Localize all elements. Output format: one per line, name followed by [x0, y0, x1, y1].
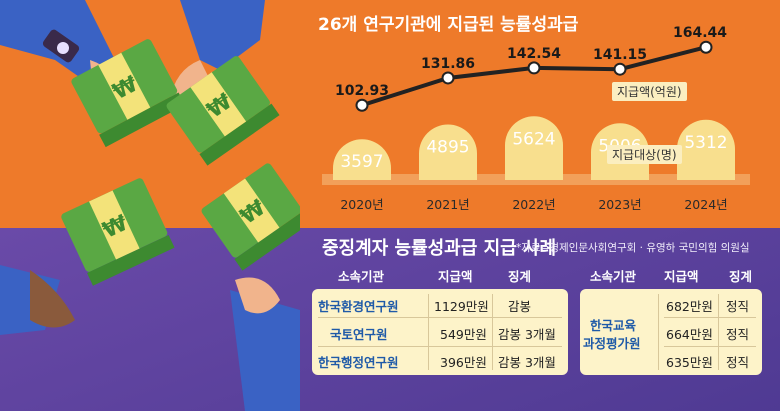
legend-recipients: 지급대상(명) [607, 145, 682, 164]
line-label-5: 164.44 [673, 25, 727, 41]
x-tick-label-4: 2023년 [598, 197, 641, 212]
header-org-right: 소속기관 [590, 269, 637, 284]
bar-3 [505, 116, 563, 180]
money-stack-4: ₩ [201, 163, 300, 271]
header-org-left: 소속기관 [338, 269, 385, 284]
x-tick-label-5: 2024년 [684, 197, 727, 212]
watch-face [57, 42, 69, 54]
right-row-1-amount: 682만원 [666, 299, 713, 314]
line-point-2 [441, 71, 455, 85]
left-row-2-org: 국토연구원 [330, 327, 388, 342]
line-label-2: 131.86 [421, 56, 475, 72]
chart-title: 26개 연구기관에 지급된 능률성과급 [318, 15, 579, 35]
sleeve-top-right [180, 0, 265, 70]
left-row-2-amount: 549만원 [440, 327, 487, 342]
right-org-line-1: 한국교육 [590, 318, 637, 333]
bar-5 [677, 119, 735, 180]
bar-label-1: 3597 [340, 152, 383, 172]
x-tick-label-3: 2022년 [512, 197, 555, 212]
line-point-1 [355, 98, 369, 112]
bar-label-3: 5624 [512, 129, 555, 149]
money-stack-3: ₩ [61, 178, 175, 286]
left-row-1-amount: 1129만원 [434, 299, 489, 314]
right-row-1-discipline: 정직 [726, 299, 750, 314]
left-row-1-org: 한국환경연구원 [318, 299, 399, 314]
left-row-2-discipline: 감봉 3개월 [498, 327, 556, 342]
x-tick-label-1: 2020년 [340, 197, 383, 212]
line-point-4 [613, 62, 627, 76]
header-amount-right: 지급액 [664, 269, 699, 284]
left-row-3-discipline: 감봉 3개월 [498, 355, 556, 370]
left-row-3-amount: 396만원 [440, 355, 487, 370]
left-row-1-discipline: 감봉 [508, 299, 532, 314]
table-left: 한국환경연구원 1129만원 감봉 국토연구원 549만원 감봉 3개월 한국행… [312, 289, 568, 375]
table-right: 한국교육 과정평가원 682만원 정직 664만원 정직 635만원 정직 [580, 289, 762, 375]
right-row-2-amount: 664만원 [666, 327, 713, 342]
table-title: 중징계자 능률성과급 지급 사례 [322, 238, 557, 259]
line-point-3 [527, 61, 541, 75]
combo-chart: 35974895562450065312 102.93131.86142.541… [322, 25, 750, 212]
header-amount-left: 지급액 [438, 269, 473, 284]
legend-amount: 지급액(억원) [612, 82, 687, 101]
line-label-1: 102.93 [335, 83, 389, 99]
right-row-3-amount: 635만원 [666, 355, 713, 370]
money-stack-2: ₩ [166, 56, 280, 166]
left-row-3-org: 한국행정연구원 [318, 355, 399, 370]
x-tick-label-2: 2021년 [426, 197, 469, 212]
sleeve-bottom-right [230, 290, 300, 411]
bar-2 [419, 124, 477, 180]
header-discipline-right: 징계 [729, 269, 753, 284]
hand-bottom-right [235, 277, 280, 314]
right-org-line-2: 과정평가원 [583, 336, 641, 351]
line-label-4: 141.15 [593, 47, 647, 63]
hands-money-illustration: ₩ ₩ ₩ ₩ [0, 0, 300, 411]
bar-label-2: 4895 [426, 138, 469, 158]
source-note: *자료=경제인문사회연구회 · 유영하 국민의힘 의원실 [516, 242, 750, 254]
header-discipline-left: 징계 [508, 269, 532, 284]
money-stack-1: ₩ [71, 39, 186, 148]
right-row-3-discipline: 정직 [726, 355, 750, 370]
bar-label-5: 5312 [684, 133, 727, 153]
line-label-3: 142.54 [507, 46, 561, 62]
right-row-2-discipline: 정직 [726, 327, 750, 342]
hand-bottom-left [30, 270, 75, 328]
line-point-5 [699, 40, 713, 54]
bar-1 [333, 139, 391, 180]
